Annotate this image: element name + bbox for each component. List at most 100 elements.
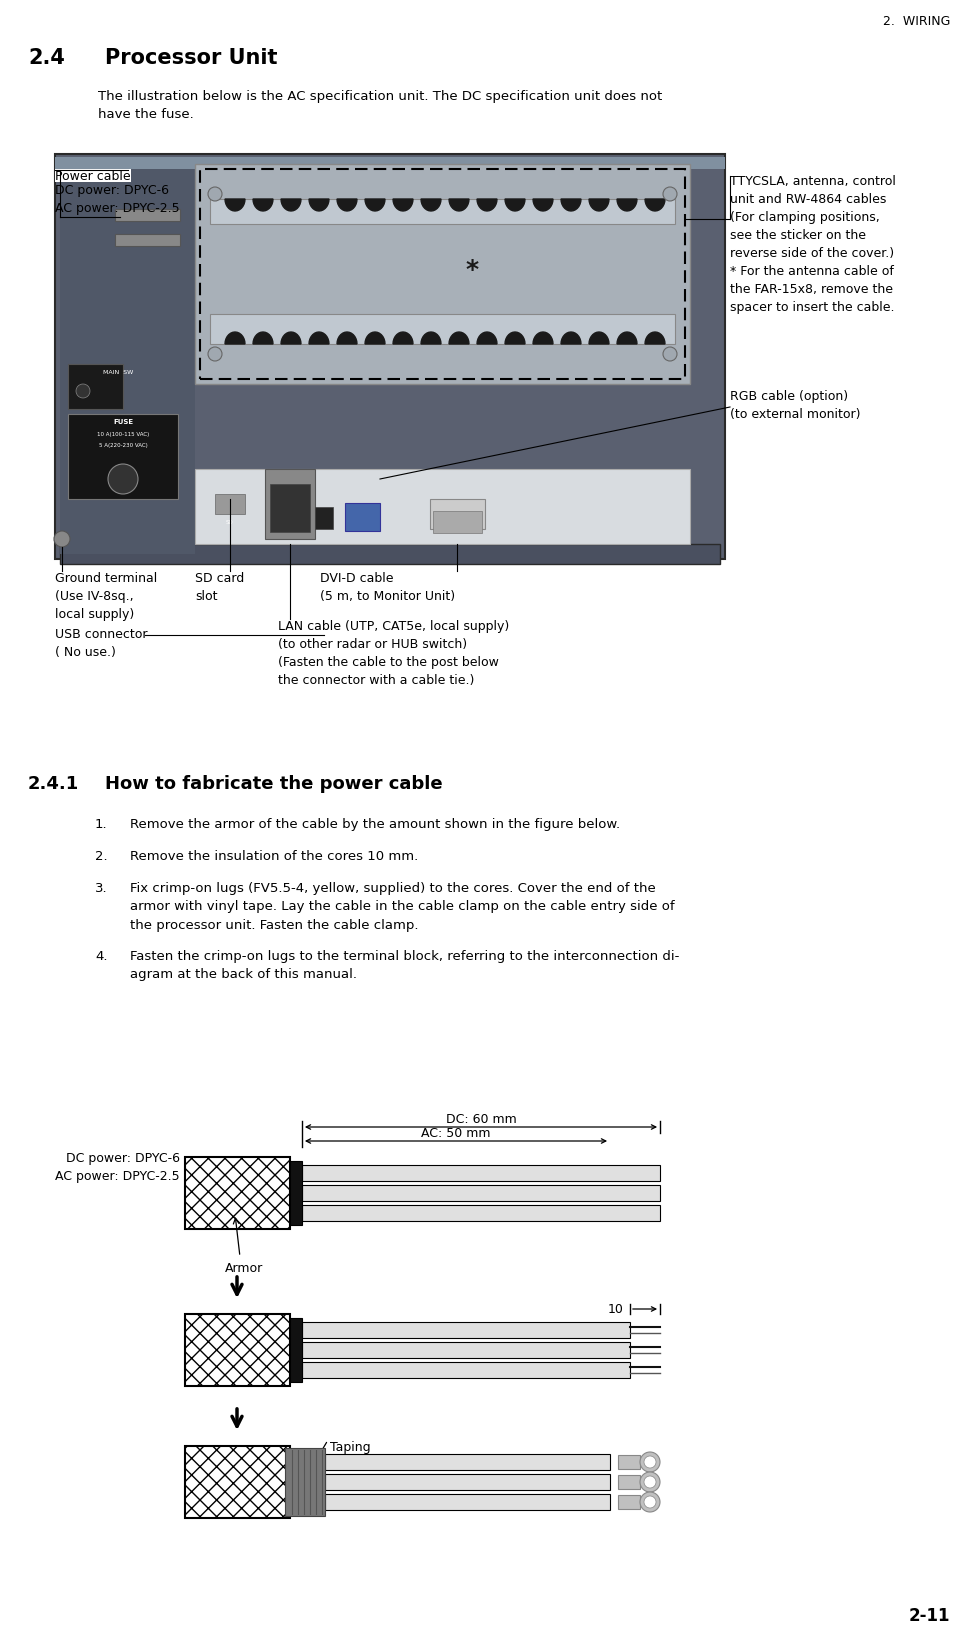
- Polygon shape: [589, 333, 609, 344]
- Polygon shape: [645, 333, 665, 344]
- Polygon shape: [645, 200, 665, 211]
- Text: 2.: 2.: [95, 849, 108, 862]
- Circle shape: [640, 1491, 660, 1513]
- Polygon shape: [505, 333, 525, 344]
- Bar: [68, 365, 123, 410]
- Text: Remove the armor of the cable by the amount shown in the figure below.: Remove the armor of the cable by the amo…: [130, 818, 620, 831]
- Text: DC power: DPYC-6
AC power: DPYC-2.5: DC power: DPYC-6 AC power: DPYC-2.5: [55, 184, 180, 215]
- Bar: [210, 315, 675, 344]
- Text: Fasten the crimp-on lugs to the terminal block, referring to the interconnection: Fasten the crimp-on lugs to the terminal…: [130, 949, 679, 980]
- Bar: [325, 1473, 610, 1490]
- Text: AC: 50 mm: AC: 50 mm: [421, 1126, 490, 1139]
- Bar: [265, 470, 315, 539]
- Text: 2.4.1: 2.4.1: [28, 775, 79, 793]
- Polygon shape: [309, 333, 329, 344]
- Circle shape: [663, 347, 677, 362]
- Text: DC: 60 mm: DC: 60 mm: [446, 1113, 517, 1126]
- Polygon shape: [281, 200, 301, 211]
- Bar: [433, 511, 482, 534]
- Text: DVI-D cable
(5 m, to Monitor Unit): DVI-D cable (5 m, to Monitor Unit): [320, 572, 455, 603]
- Bar: [68, 415, 178, 500]
- Text: 4.: 4.: [95, 949, 107, 962]
- Text: How to fabricate the power cable: How to fabricate the power cable: [105, 775, 443, 793]
- Bar: [185, 1157, 290, 1229]
- Polygon shape: [505, 200, 525, 211]
- Text: 2-11: 2-11: [909, 1606, 950, 1624]
- Polygon shape: [225, 333, 245, 344]
- Bar: [200, 170, 685, 380]
- Text: 10 A(100-115 VAC): 10 A(100-115 VAC): [97, 431, 149, 436]
- Bar: [618, 1475, 640, 1490]
- Circle shape: [76, 385, 90, 398]
- Polygon shape: [449, 200, 469, 211]
- Text: RGB cable (option)
(to external monitor): RGB cable (option) (to external monitor): [730, 390, 860, 421]
- Circle shape: [644, 1496, 656, 1508]
- Polygon shape: [337, 333, 357, 344]
- Bar: [185, 1446, 290, 1518]
- Text: Fix crimp-on lugs (FV5.5-4, yellow, supplied) to the cores. Cover the end of the: Fix crimp-on lugs (FV5.5-4, yellow, supp…: [130, 882, 674, 931]
- Text: 1.: 1.: [95, 818, 108, 831]
- Bar: [302, 1165, 660, 1182]
- Bar: [290, 1318, 302, 1382]
- Bar: [195, 166, 690, 385]
- Bar: [302, 1362, 630, 1378]
- Text: Ground terminal
(Use IV-8sq.,
local supply): Ground terminal (Use IV-8sq., local supp…: [55, 572, 158, 621]
- Text: *: *: [466, 257, 479, 282]
- Bar: [302, 1205, 660, 1221]
- Polygon shape: [281, 333, 301, 344]
- Text: Taping: Taping: [330, 1441, 371, 1454]
- Text: DC power: DPYC-6
AC power: DPYC-2.5: DC power: DPYC-6 AC power: DPYC-2.5: [55, 1151, 180, 1182]
- Polygon shape: [533, 333, 553, 344]
- Text: SD: SD: [226, 520, 234, 524]
- Text: MAIN  SW: MAIN SW: [103, 370, 133, 375]
- Bar: [302, 1323, 630, 1337]
- Text: USB connector
( No use.): USB connector ( No use.): [55, 628, 148, 659]
- Text: Power cable: Power cable: [55, 170, 130, 184]
- Polygon shape: [561, 333, 581, 344]
- Bar: [290, 1162, 302, 1226]
- Polygon shape: [253, 200, 273, 211]
- Bar: [285, 1449, 325, 1516]
- Bar: [325, 1454, 610, 1470]
- Bar: [185, 1314, 290, 1387]
- Circle shape: [54, 531, 70, 547]
- Bar: [302, 1342, 630, 1359]
- Polygon shape: [617, 333, 637, 344]
- Polygon shape: [365, 333, 385, 344]
- Text: Remove the insulation of the cores 10 mm.: Remove the insulation of the cores 10 mm…: [130, 849, 418, 862]
- Text: 2.  WIRING: 2. WIRING: [883, 15, 950, 28]
- Polygon shape: [253, 333, 273, 344]
- Bar: [345, 503, 380, 531]
- Circle shape: [208, 347, 222, 362]
- Bar: [215, 495, 245, 515]
- Text: FUSE: FUSE: [113, 418, 133, 425]
- Bar: [430, 500, 485, 529]
- Bar: [60, 170, 195, 554]
- Bar: [618, 1455, 640, 1469]
- Polygon shape: [421, 200, 441, 211]
- Text: Armor: Armor: [225, 1262, 264, 1274]
- Text: Processor Unit: Processor Unit: [105, 48, 277, 67]
- Bar: [60, 544, 720, 565]
- Polygon shape: [365, 200, 385, 211]
- Polygon shape: [589, 200, 609, 211]
- Text: 10: 10: [608, 1303, 624, 1316]
- Text: LAN cable (UTP, CAT5e, local supply)
(to other radar or HUB switch)
(Fasten the : LAN cable (UTP, CAT5e, local supply) (to…: [278, 620, 509, 687]
- Circle shape: [644, 1477, 656, 1488]
- Circle shape: [663, 188, 677, 202]
- Bar: [195, 470, 690, 544]
- Polygon shape: [421, 333, 441, 344]
- Polygon shape: [337, 200, 357, 211]
- Bar: [315, 508, 333, 529]
- Text: 5 A(220-230 VAC): 5 A(220-230 VAC): [98, 443, 147, 447]
- Text: have the fuse.: have the fuse.: [98, 108, 194, 121]
- Text: 3.: 3.: [95, 882, 108, 895]
- Circle shape: [640, 1452, 660, 1472]
- Polygon shape: [225, 200, 245, 211]
- Bar: [55, 156, 725, 559]
- Polygon shape: [309, 200, 329, 211]
- Polygon shape: [477, 200, 497, 211]
- Bar: [270, 485, 310, 533]
- Text: 2.4: 2.4: [28, 48, 65, 67]
- Bar: [55, 157, 725, 170]
